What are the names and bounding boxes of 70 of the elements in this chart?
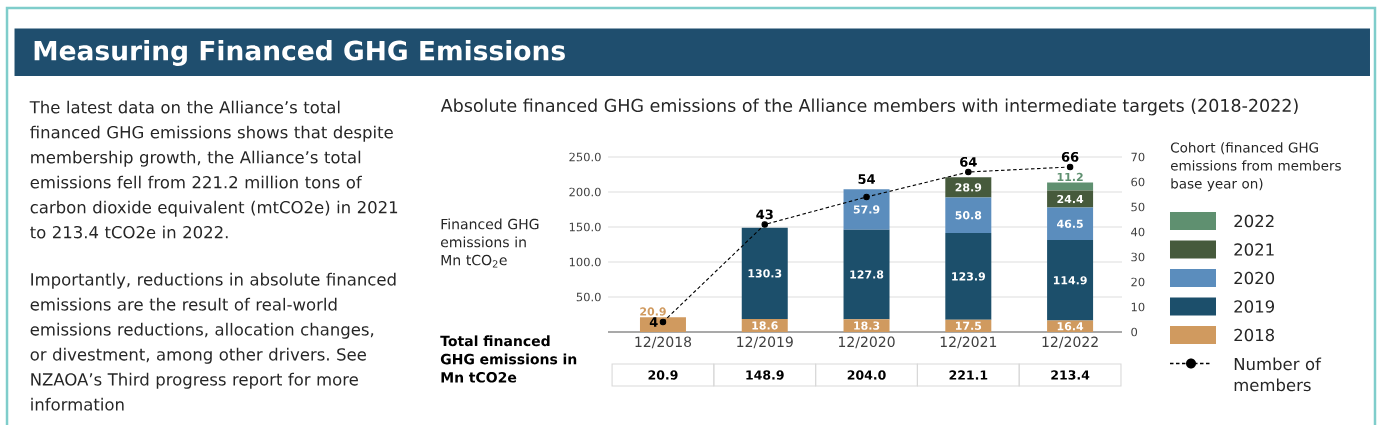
data-label: 24.4 [1057,194,1084,204]
data-label: 123.9 [952,272,986,281]
data-label: 64 [960,156,977,167]
bar [945,197,992,234]
legend-label: 2019 [1234,300,1275,313]
total-label: 148.9 [746,370,784,380]
data-label: 66 [1061,151,1079,162]
data-label: 46.5 [1057,219,1083,228]
legend-label: 2018 [1234,328,1275,342]
data-label: 114.9 [1053,276,1087,285]
y2-tick-label: 50 [1131,202,1145,212]
data-label: 57.9 [853,205,880,214]
x-tick-label: 12/2020 [838,336,895,349]
bar [1047,240,1094,321]
total-label: 221.1 [949,370,988,380]
data-label: 127.8 [850,270,884,279]
bar [1047,190,1094,208]
point [965,168,972,176]
y2-tick-label: 20 [1131,277,1145,287]
data-label: 4 [649,317,658,327]
point [761,221,768,228]
y-tick-label: 100.0 [569,257,601,267]
y2-tick-label: 40 [1131,227,1145,237]
bar [741,227,788,319]
x-tick-label: 12/2019 [737,336,793,349]
y2-tick-label: 10 [1131,302,1145,312]
y-axis-title: Financed GHG emissions in Mn tCO$_{2}$e [440,218,539,268]
data-label: 11.2 [1057,172,1083,181]
x-tick-label: 12/2018 [635,336,692,349]
data-label: 18.6 [752,321,778,330]
y2-tick-label: 70 [1131,152,1145,162]
bar [843,229,890,320]
y-tick-label: 200.0 [569,187,601,197]
x-tick-label: 12/2021 [940,336,997,349]
bar [945,233,992,320]
data-label: 18.3 [854,321,880,330]
total-label: 204.0 [847,370,886,380]
legend-label: 2022 [1234,214,1274,228]
x-tick-label: 12/2022 [1042,336,1098,349]
y-tick-label: 150.0 [569,222,601,232]
total-label: 20.9 [648,370,678,380]
legend-label: 2020 [1234,271,1275,285]
text: Total financed GHG emissions in Mn tCO2e [440,335,577,383]
data-label: 50.8 [955,211,982,220]
chart-subtitle: Absolute financed GHG emissions of the Alliance members with intermediate targets (2018-2022) [440,98,1298,116]
y2-tick-label: 0 [1131,327,1138,337]
data-label: 43 [756,209,773,220]
point [863,193,870,201]
legend-title: Cohort (financed GHG emissions from members base year on) [1170,142,1341,192]
legend-label: Number of members [1234,357,1322,392]
bar [1047,207,1094,241]
data-label: 16.4 [1057,322,1084,331]
y2-tick-label: 30 [1131,252,1145,262]
point [1066,163,1074,171]
point [659,318,667,326]
data-label: 17.5 [955,321,982,330]
data-label: 20.9 [640,307,666,316]
bar [639,317,686,332]
text: Importantly, reductions in absolute financed emissions are the result of real-world emissions reductions, allocation changes, or divestment, among other drivers. See NZAOA’s Third progress report for more information [30,272,396,411]
data-label: 28.9 [955,183,982,192]
text: Measuring Financed GHG Emissions [34,40,565,66]
text: The latest data on the Alliance’s total financed GHG emissions shows that despite membership growth, the Alliance’s total emissions fell from 221.2 million tons of carbon dioxide equivalent (mtCO2e) in 2021 to 213.4 tCO2e in 2022. [29,100,398,239]
y-tick-label: 250.0 [569,152,601,162]
bar [843,189,890,230]
data-label: 130.3 [748,269,782,278]
legend-label: 2021 [1234,243,1274,256]
data-label: 54 [858,174,875,184]
total-label: 213.4 [1051,370,1090,380]
y2-tick-label: 60 [1131,177,1145,187]
y-tick-label: 50.0 [576,292,601,302]
